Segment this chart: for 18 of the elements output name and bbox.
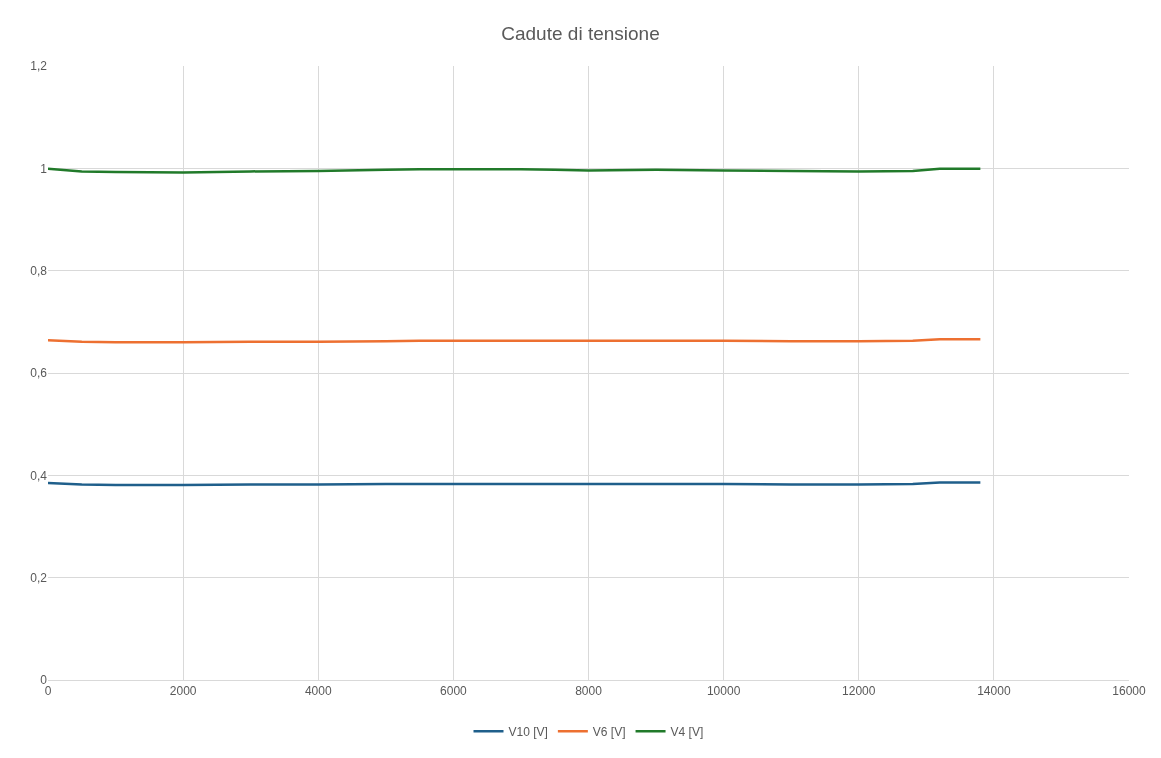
x-tick-label: 14000 <box>977 684 1011 699</box>
legend-label: V4 [V] <box>670 725 704 740</box>
x-tick-label: 8000 <box>575 684 603 699</box>
y-tick-label: 1,2 <box>30 59 48 74</box>
legend-label: V10 [V] <box>508 725 548 740</box>
x-tick-label: 4000 <box>304 684 332 699</box>
legend-label: V6 [V] <box>592 725 626 740</box>
x-tick-label: 10000 <box>706 684 741 699</box>
y-tick-label: 0,2 <box>30 570 48 585</box>
y-tick-label: 0,8 <box>30 263 48 278</box>
y-tick-label: 0,6 <box>30 366 48 381</box>
chart-title: Cadute di tensione <box>501 22 660 44</box>
x-tick-label: 6000 <box>440 684 468 699</box>
x-tick-label: 12000 <box>842 684 876 699</box>
y-tick-label: 1 <box>40 161 48 176</box>
y-tick-label: 0,4 <box>30 468 48 483</box>
x-tick-label: 2000 <box>169 684 197 699</box>
x-tick-label: 16000 <box>1112 684 1147 699</box>
